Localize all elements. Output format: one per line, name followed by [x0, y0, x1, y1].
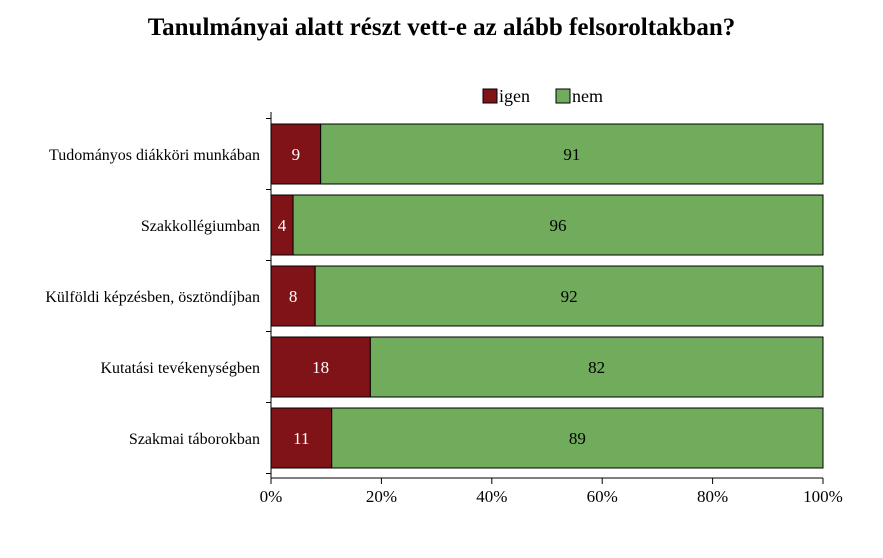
data-label-nem: 91 [563, 145, 580, 164]
data-label-nem: 89 [569, 429, 586, 448]
bar-nem [292, 194, 824, 256]
plot-area: Tudományos diákköri munkában 9 91 Szakkollé… [45, 123, 824, 469]
legend-label-nem: nem [572, 86, 603, 106]
bar-igen [270, 336, 371, 398]
category-label: Tudományos diákköri munkában [49, 147, 260, 164]
x-axis: 0% 20% 40% 60% 80% 100% [260, 112, 843, 506]
bar-nem [314, 265, 824, 327]
chart-title: Tanulmányai alatt részt vett-e az alább … [147, 14, 736, 41]
category-label: Kutatási tevékenységben [101, 360, 261, 377]
legend-swatch-igen [482, 88, 498, 104]
bar-nem [331, 407, 824, 469]
x-tick-label: 80% [697, 487, 728, 506]
bar-nem [369, 336, 824, 398]
data-label-igen: 8 [289, 287, 298, 306]
data-label-nem: 92 [561, 287, 578, 306]
legend: igen nem [482, 86, 603, 106]
data-label-igen: 18 [312, 358, 329, 377]
x-tick-label: 0% [260, 487, 283, 506]
category-label: Külföldi képzésben, ösztöndíjban [45, 289, 260, 306]
legend-label-igen: igen [499, 86, 530, 106]
data-label-igen: 4 [278, 216, 287, 235]
data-label-nem: 82 [588, 358, 605, 377]
x-tick-label: 100% [803, 487, 843, 506]
x-tick-label: 60% [587, 487, 618, 506]
bar-igen [270, 123, 322, 185]
data-label-igen: 9 [292, 145, 301, 164]
category-label: Szakkollégiumban [141, 218, 260, 235]
bar-nem [320, 123, 824, 185]
data-label-igen: 11 [293, 429, 309, 448]
data-label-nem: 96 [550, 216, 567, 235]
bar-igen [270, 265, 316, 327]
legend-swatch-nem [555, 88, 571, 104]
x-tick-label: 20% [366, 487, 397, 506]
bar-igen [270, 407, 333, 469]
category-label: Szakmai táborokban [129, 431, 260, 448]
x-tick-label: 40% [476, 487, 507, 506]
